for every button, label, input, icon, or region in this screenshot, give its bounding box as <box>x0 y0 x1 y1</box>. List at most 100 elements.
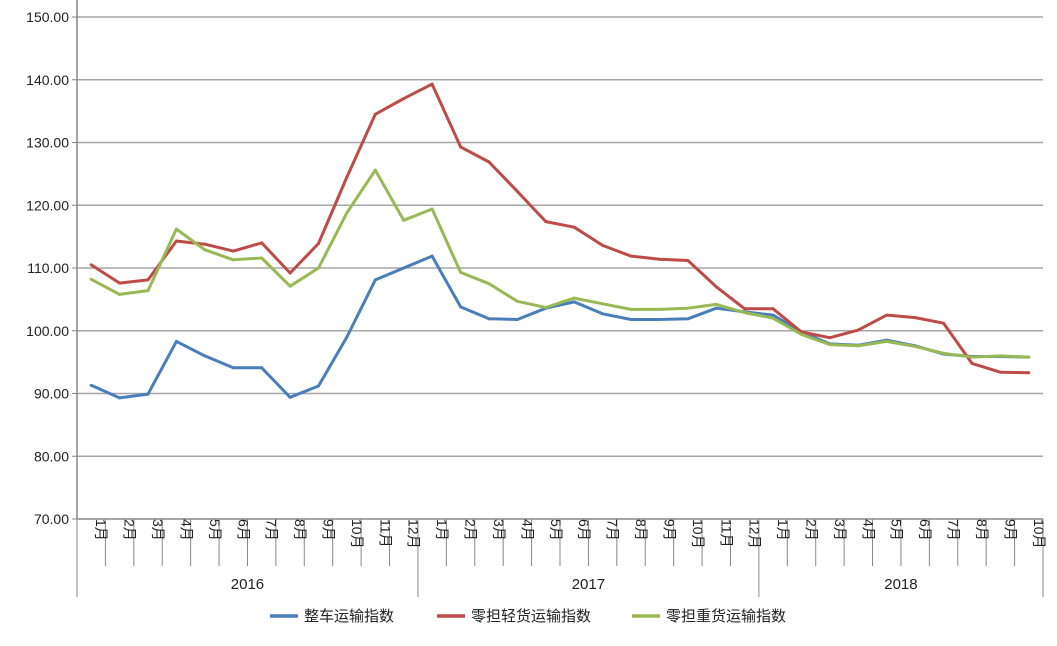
data-point-1 <box>402 266 406 270</box>
legend-label-1: 整车运输指数 <box>304 608 394 625</box>
month-label: 4月 <box>519 519 535 541</box>
data-point-2 <box>203 242 207 246</box>
data-point-3 <box>288 284 292 288</box>
y-tick-label: 80.00 <box>34 448 69 464</box>
month-label: 9月 <box>661 519 677 541</box>
data-point-1 <box>288 395 292 399</box>
series-line-2 <box>90 82 1029 375</box>
month-label: 7月 <box>946 519 962 541</box>
month-label: 1月 <box>434 519 450 541</box>
data-point-3 <box>544 306 548 310</box>
month-label: 8月 <box>974 519 990 541</box>
data-point-2 <box>629 254 633 258</box>
data-point-2 <box>970 361 974 365</box>
data-point-3 <box>203 248 207 252</box>
data-point-3 <box>601 302 605 306</box>
y-tick-label: 90.00 <box>34 386 69 402</box>
data-point-2 <box>657 257 661 261</box>
series-line-3 <box>90 168 1029 359</box>
data-point-1 <box>231 366 235 370</box>
month-label: 11月 <box>718 519 734 548</box>
y-tick-label: 70.00 <box>34 511 69 527</box>
month-label: 10月 <box>349 519 365 549</box>
month-label: 7月 <box>264 519 280 541</box>
data-point-2 <box>572 225 576 229</box>
data-point-2 <box>260 241 264 245</box>
data-point-3 <box>885 339 889 343</box>
data-point-3 <box>373 168 377 172</box>
data-point-1 <box>203 354 207 358</box>
data-point-2 <box>1027 371 1031 375</box>
y-tick-label: 120.00 <box>26 197 69 213</box>
data-point-2 <box>856 328 860 332</box>
data-point-2 <box>317 242 320 246</box>
data-point-2 <box>998 370 1002 374</box>
data-point-1 <box>146 392 150 396</box>
data-point-2 <box>686 258 690 262</box>
data-point-1 <box>515 317 519 321</box>
data-point-2 <box>459 145 463 149</box>
data-point-2 <box>942 321 946 325</box>
data-point-2 <box>345 175 349 179</box>
legend-label-2: 零担轻货运输指数 <box>471 608 591 625</box>
month-label: 9月 <box>1002 519 1018 541</box>
y-tick-label: 150.00 <box>26 9 69 25</box>
data-point-3 <box>572 296 576 300</box>
data-point-2 <box>174 239 178 243</box>
y-tick-label: 140.00 <box>26 72 69 88</box>
data-point-3 <box>743 311 747 315</box>
data-point-3 <box>686 306 690 310</box>
month-label: 1月 <box>93 519 109 541</box>
data-point-3 <box>430 207 434 211</box>
data-point-3 <box>913 344 917 348</box>
data-point-1 <box>345 335 349 339</box>
data-point-3 <box>515 299 519 303</box>
data-point-1 <box>89 383 93 387</box>
data-point-3 <box>629 307 633 311</box>
month-label: 7月 <box>605 519 621 541</box>
month-label: 8月 <box>633 519 649 541</box>
month-label: 2月 <box>804 519 820 541</box>
month-label: 1月 <box>775 519 791 541</box>
data-point-1 <box>260 366 264 370</box>
data-point-2 <box>913 316 917 320</box>
data-point-3 <box>856 344 860 348</box>
month-label: 12月 <box>406 519 422 549</box>
data-point-3 <box>714 302 718 306</box>
data-point-3 <box>459 270 463 274</box>
data-point-3 <box>402 218 406 222</box>
data-point-1 <box>487 317 491 321</box>
month-label: 4月 <box>860 519 876 541</box>
data-point-1 <box>686 317 690 321</box>
data-point-3 <box>146 289 150 293</box>
data-point-2 <box>118 281 122 285</box>
y-tick-label: 110.00 <box>27 260 69 276</box>
month-label: 9月 <box>321 519 337 541</box>
month-label: 4月 <box>178 519 194 541</box>
data-point-3 <box>800 333 803 337</box>
data-point-3 <box>970 355 974 359</box>
month-label: 3月 <box>832 519 848 541</box>
month-label: 5月 <box>548 519 564 541</box>
data-point-3 <box>998 354 1002 358</box>
data-point-1 <box>174 339 178 343</box>
data-point-3 <box>345 211 349 215</box>
data-point-2 <box>601 243 605 247</box>
data-point-3 <box>657 307 661 311</box>
month-label: 2月 <box>122 519 138 541</box>
month-label: 5月 <box>889 519 905 541</box>
month-label: 6月 <box>576 519 592 541</box>
month-label: 6月 <box>235 519 251 541</box>
y-tick-label: 130.00 <box>26 135 69 151</box>
data-point-2 <box>430 82 434 86</box>
data-point-2 <box>771 307 775 311</box>
year-label: 2016 <box>231 576 264 593</box>
data-point-2 <box>515 189 519 193</box>
data-point-1 <box>572 300 576 304</box>
data-point-1 <box>373 278 377 282</box>
data-point-3 <box>828 343 832 347</box>
data-point-1 <box>430 254 434 258</box>
month-label: 11月 <box>377 519 393 548</box>
y-tick-label: 100.00 <box>26 323 69 339</box>
